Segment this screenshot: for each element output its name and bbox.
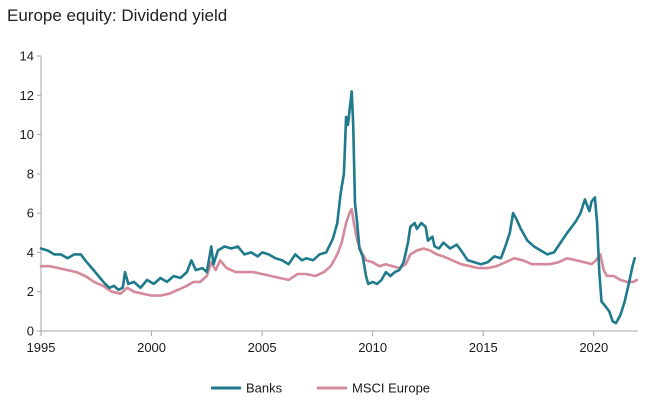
- y-axis: 0 2 4 6 8 10 12 14: [20, 49, 42, 339]
- y-tick-label: 8: [27, 166, 34, 181]
- x-tick-label: 1995: [27, 340, 56, 355]
- y-tick-label: 4: [27, 245, 34, 260]
- legend-label-msci-europe: MSCI Europe: [352, 381, 430, 396]
- y-tick-label: 0: [27, 324, 34, 339]
- series-lines: [39, 90, 639, 325]
- x-tick-label: 2010: [358, 340, 387, 355]
- legend: Banks MSCI Europe: [211, 381, 430, 396]
- x-tick-label: 2020: [579, 340, 608, 355]
- series-line-msci-europe: [39, 207, 639, 297]
- x-tick-label: 2015: [469, 340, 498, 355]
- y-tick-label: 10: [20, 127, 34, 142]
- legend-label-banks: Banks: [246, 381, 283, 396]
- x-tick-label: 2005: [248, 340, 277, 355]
- x-axis: 1995 2000 2005 2010 2015 2020: [27, 330, 638, 355]
- y-tick-label: 12: [20, 88, 34, 103]
- y-tick-label: 6: [27, 206, 34, 221]
- x-tick-label: 2000: [137, 340, 166, 355]
- y-tick-label: 2: [27, 284, 34, 299]
- series-line-banks: [39, 90, 636, 325]
- y-tick-label: 14: [20, 49, 34, 64]
- chart-title: Europe equity: Dividend yield: [7, 6, 228, 25]
